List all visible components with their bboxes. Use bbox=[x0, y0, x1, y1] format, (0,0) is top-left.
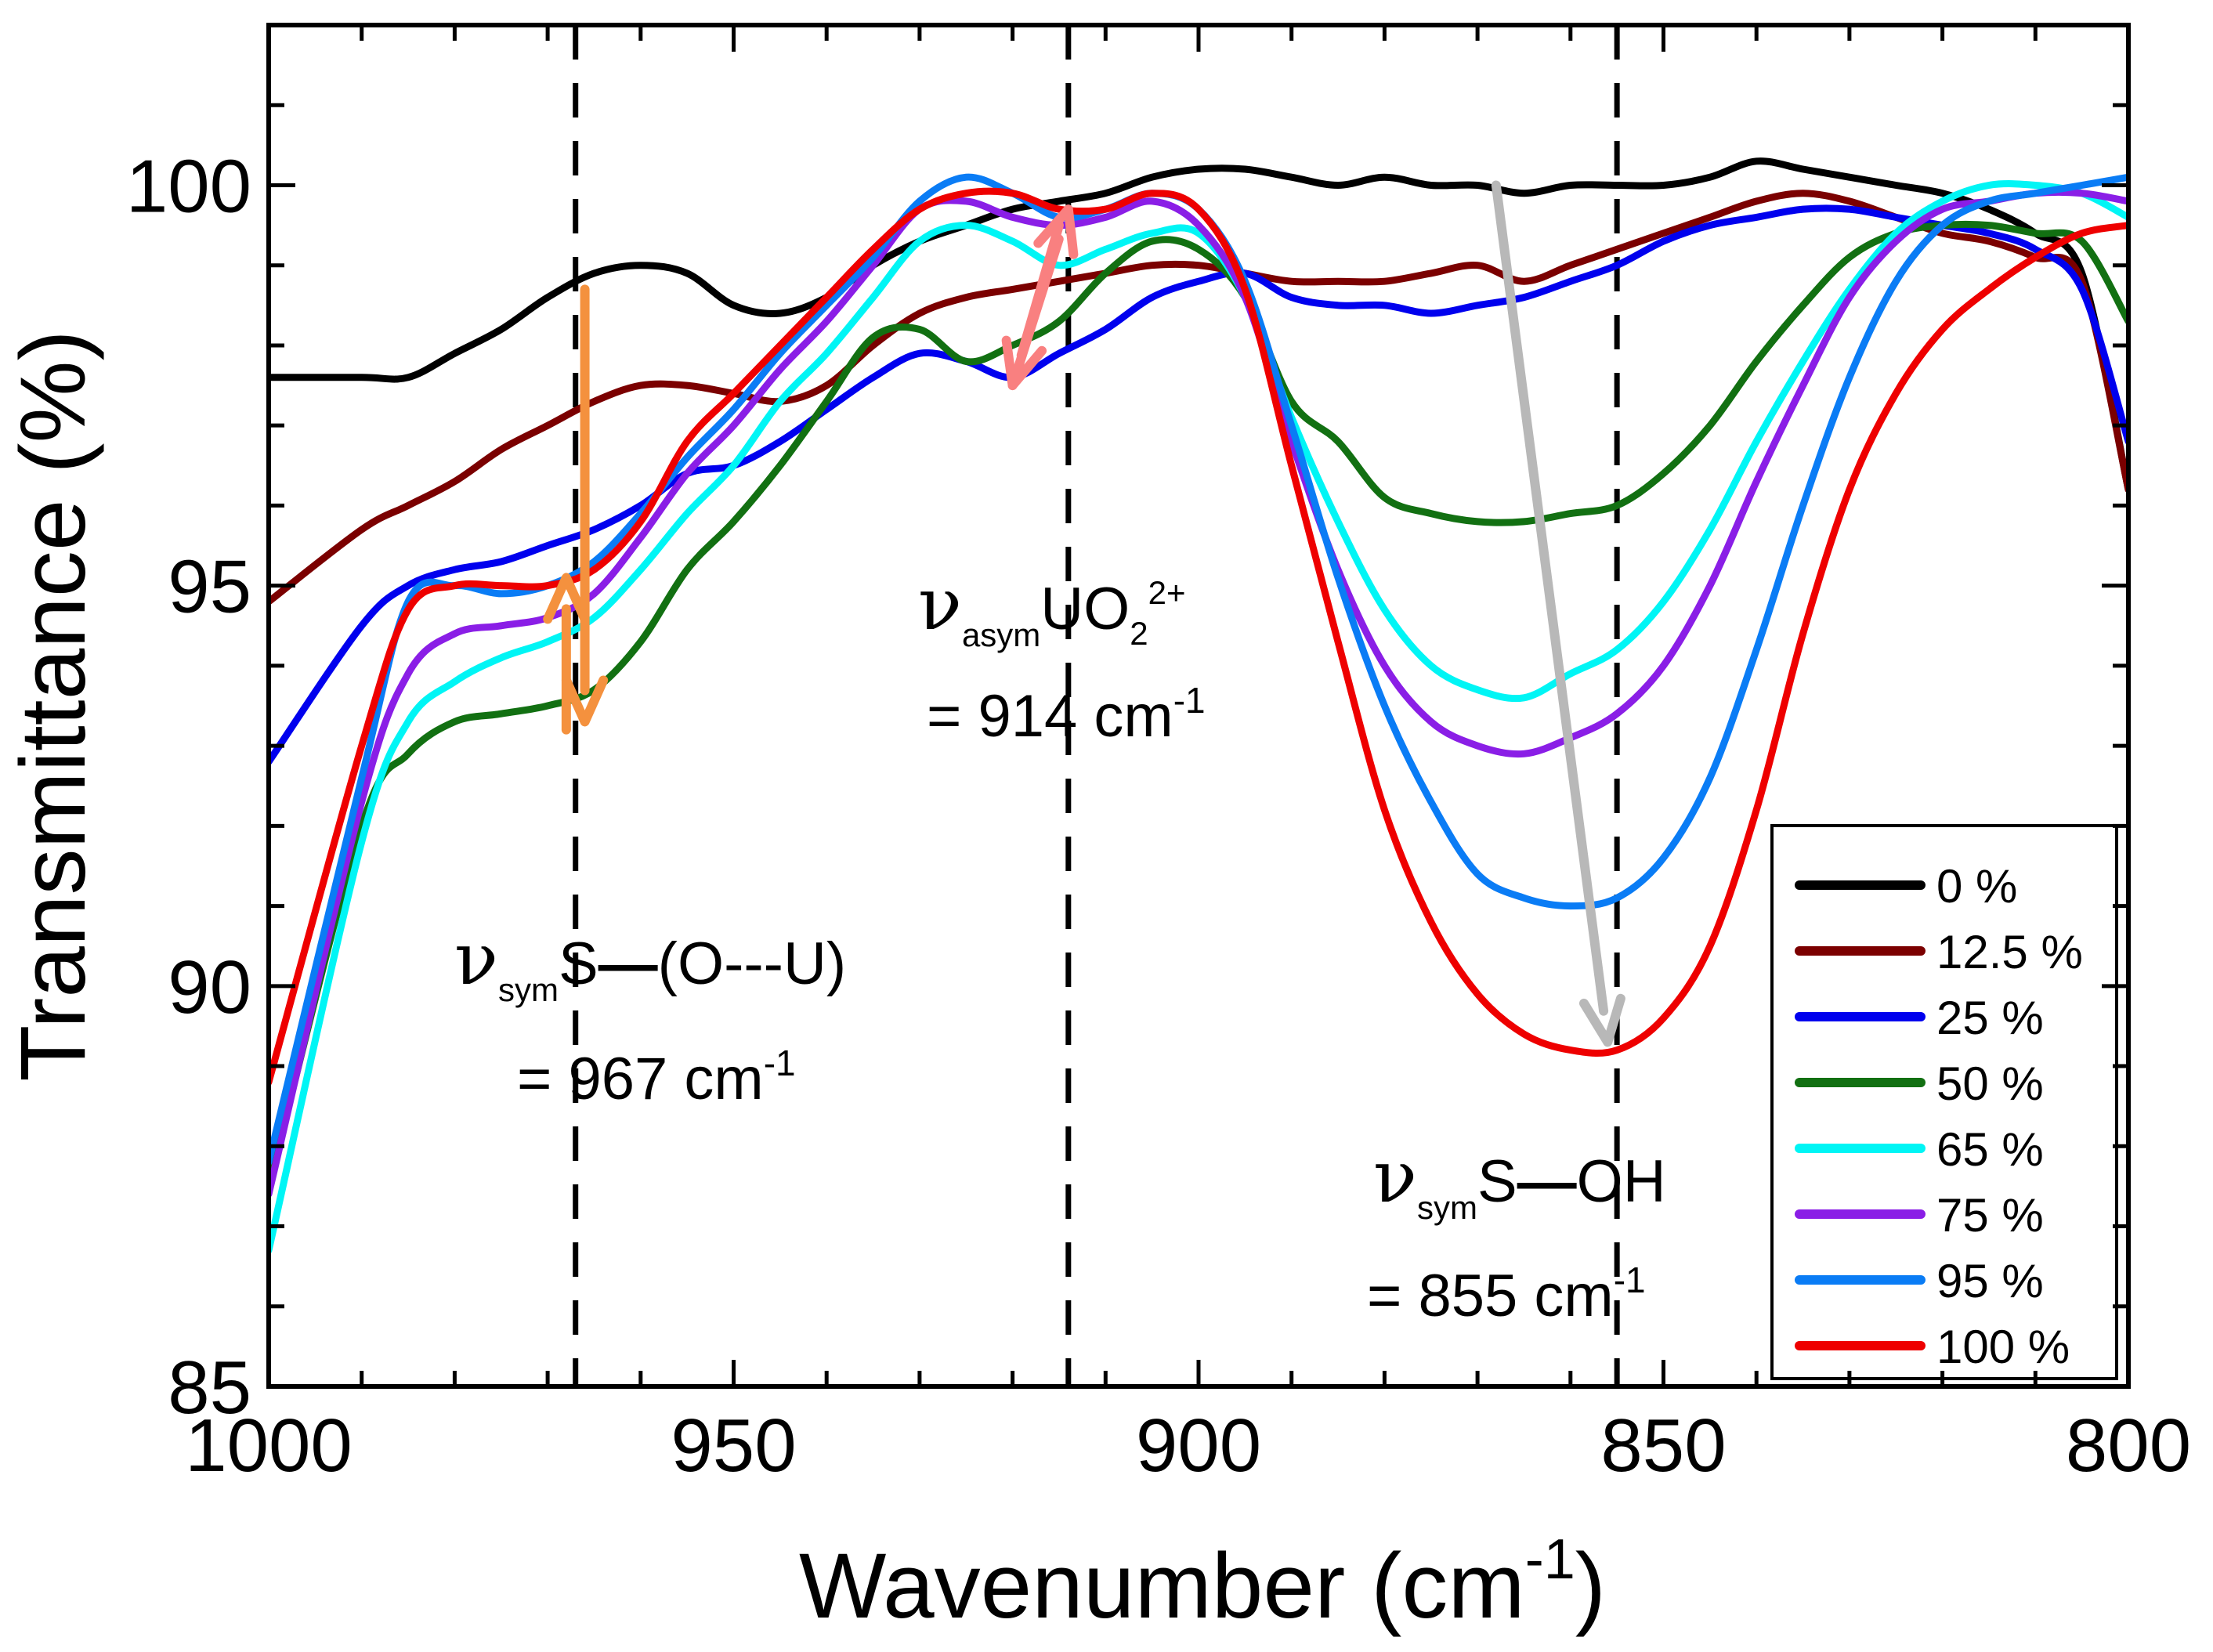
svg-text:νasymUO22+: νasymUO22+ bbox=[918, 562, 1186, 653]
series-line-0 bbox=[269, 157, 2128, 493]
annotation-855: νsymS—OH = 855 cm-1 bbox=[1367, 1135, 1666, 1329]
svg-text:= 855 cm-1: = 855 cm-1 bbox=[1367, 1260, 1646, 1329]
x-tick-label-900: 900 bbox=[1136, 1404, 1261, 1488]
arrow-shaft-3 bbox=[1007, 234, 1064, 391]
series-line-2 bbox=[269, 204, 2128, 766]
legend-label-4: 65 % bbox=[1936, 1123, 2044, 1176]
annotation-914-value: = 914 cm bbox=[927, 683, 1173, 750]
legend-items: 0 % 12.5 % 25 % 50 % 65 % 75 % 95 % 100 % bbox=[1795, 860, 2083, 1373]
y-tick-label-90: 90 bbox=[168, 945, 251, 1029]
legend-label-2: 25 % bbox=[1936, 992, 2044, 1044]
arrow-head-1 bbox=[543, 573, 590, 624]
arrow-shaft-4 bbox=[1491, 180, 1609, 1016]
x-axis-title: Wavenumber (cm-1) bbox=[799, 1528, 1606, 1638]
annotation-855-value-sup: -1 bbox=[1614, 1260, 1646, 1300]
annotation-967-sub: sym bbox=[498, 971, 559, 1008]
annotation-855-symbol: ν bbox=[1373, 1135, 1417, 1219]
annotation-855-text: S bbox=[1477, 1148, 1517, 1215]
legend: 0 % 12.5 % 25 % 50 % 65 % 75 % 95 % 100 % bbox=[1770, 824, 2118, 1380]
annotation-855-rest: OH bbox=[1577, 1148, 1666, 1215]
legend-label-1: 12.5 % bbox=[1936, 926, 2083, 978]
annotation-855-bond: — bbox=[1517, 1148, 1577, 1215]
arrows-group bbox=[543, 180, 1625, 1047]
series-line-7 bbox=[269, 187, 2128, 1086]
annotation-855-value: = 855 cm bbox=[1367, 1263, 1614, 1329]
x-tick-label-1000: 1000 bbox=[185, 1404, 353, 1488]
annotation-914-text-sub: 2 bbox=[1130, 615, 1148, 652]
legend-label-0: 0 % bbox=[1936, 860, 2017, 913]
legend-label-3: 50 % bbox=[1936, 1057, 2044, 1110]
x-tick-label-850: 850 bbox=[1600, 1404, 1726, 1488]
arrow-head-3 bbox=[1033, 204, 1079, 259]
annotation-967-value: = 967 cm bbox=[517, 1046, 764, 1112]
y-axis-title: Transmittance (%) bbox=[2, 330, 105, 1082]
annotation-914-text-sup: 2+ bbox=[1148, 574, 1186, 611]
x-tick-label-800: 800 bbox=[2066, 1404, 2191, 1488]
svg-text:νsymS—(O---U): νsymS—(O---U) bbox=[454, 917, 846, 1008]
y-tick-label-100: 100 bbox=[126, 144, 251, 228]
x-axis: 1000 950 900 850 800 bbox=[185, 25, 2191, 1488]
annotation-967: νsymS—(O---U) = 967 cm-1 bbox=[454, 917, 846, 1112]
legend-label-5: 75 % bbox=[1936, 1189, 2044, 1242]
annotation-967-bond: — bbox=[598, 931, 658, 997]
x-tick-label-950: 950 bbox=[671, 1404, 796, 1488]
svg-text:= 967 cm-1: = 967 cm-1 bbox=[517, 1043, 796, 1112]
annotation-967-rest: (O---U) bbox=[658, 931, 847, 997]
annotation-914-sub: asym bbox=[962, 616, 1040, 653]
annotation-967-value-sup: -1 bbox=[764, 1043, 796, 1083]
legend-box bbox=[1770, 824, 2118, 1380]
dashed-reference-lines bbox=[573, 25, 1620, 1386]
annotation-967-text: S bbox=[559, 931, 598, 997]
svg-text:= 914 cm-1: = 914 cm-1 bbox=[927, 680, 1206, 750]
annotation-967-symbol: ν bbox=[454, 917, 498, 1001]
y-axis: 85 90 95 100 bbox=[126, 103, 2128, 1430]
y-tick-label-95: 95 bbox=[168, 545, 251, 629]
arrow-head-4 bbox=[1578, 993, 1625, 1047]
annotation-914-symbol: ν bbox=[918, 562, 962, 646]
svg-text:νsymS—OH: νsymS—OH bbox=[1373, 1135, 1666, 1226]
arrow-head-0 bbox=[561, 675, 609, 727]
legend-label-7: 100 % bbox=[1936, 1321, 2070, 1373]
annotation-914: νasymUO22+ = 914 cm-1 bbox=[918, 562, 1206, 750]
y-tick-label-85: 85 bbox=[168, 1346, 251, 1430]
annotation-855-sub: sym bbox=[1417, 1189, 1477, 1226]
annotation-914-value-sup: -1 bbox=[1173, 680, 1206, 721]
legend-label-6: 95 % bbox=[1936, 1255, 2044, 1307]
annotation-914-text: UO bbox=[1040, 576, 1130, 642]
